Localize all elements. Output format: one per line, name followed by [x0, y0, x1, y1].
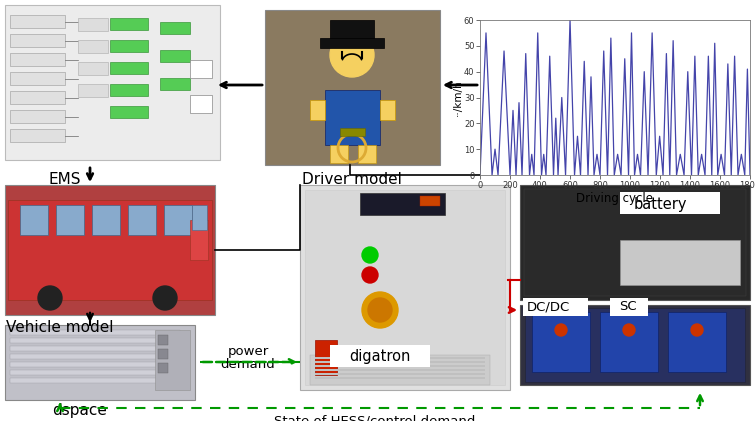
Circle shape: [368, 298, 392, 322]
Bar: [315, 361, 485, 363]
Bar: [310, 100, 325, 120]
Bar: [110, 18, 148, 30]
Bar: [78, 84, 108, 97]
Bar: [620, 240, 740, 285]
Bar: [10, 354, 180, 359]
Bar: [315, 369, 485, 371]
Circle shape: [623, 324, 635, 336]
Bar: [315, 365, 485, 367]
X-axis label: Driving cycle: Driving cycle: [577, 192, 654, 205]
Circle shape: [555, 324, 567, 336]
Bar: [315, 340, 337, 375]
Circle shape: [362, 247, 378, 263]
Bar: [56, 205, 84, 235]
Bar: [10, 378, 180, 383]
Bar: [190, 95, 212, 113]
Bar: [380, 100, 395, 120]
Bar: [160, 78, 190, 90]
Text: DC/DC: DC/DC: [526, 301, 569, 314]
Circle shape: [691, 324, 703, 336]
Bar: [320, 38, 384, 48]
Bar: [110, 84, 148, 96]
Bar: [330, 345, 430, 367]
Bar: [5, 5, 220, 160]
Bar: [420, 196, 440, 206]
Bar: [668, 312, 726, 372]
Circle shape: [153, 286, 177, 310]
Text: battery: battery: [633, 197, 687, 211]
Text: dspace: dspace: [53, 403, 107, 418]
Bar: [190, 60, 212, 78]
Bar: [620, 192, 720, 214]
Text: digatron: digatron: [350, 349, 411, 365]
Circle shape: [362, 292, 398, 328]
Bar: [300, 185, 510, 390]
Bar: [10, 370, 180, 375]
Bar: [10, 362, 180, 367]
Bar: [158, 335, 168, 345]
Bar: [315, 377, 485, 379]
Bar: [325, 90, 380, 145]
Bar: [340, 128, 365, 136]
Bar: [10, 15, 65, 28]
Bar: [158, 363, 168, 373]
Bar: [10, 72, 65, 85]
Bar: [524, 189, 746, 296]
Bar: [78, 40, 108, 53]
Bar: [78, 62, 108, 75]
Circle shape: [38, 286, 62, 310]
Bar: [265, 10, 440, 165]
Bar: [78, 18, 108, 31]
Bar: [10, 346, 180, 351]
Bar: [10, 110, 65, 123]
Bar: [110, 106, 148, 118]
Bar: [610, 298, 648, 316]
Text: SC: SC: [619, 301, 636, 314]
Bar: [110, 62, 148, 74]
Bar: [10, 129, 65, 142]
Bar: [160, 22, 190, 34]
Bar: [600, 312, 658, 372]
Bar: [330, 145, 348, 163]
Bar: [525, 308, 745, 382]
Bar: [8, 200, 212, 300]
Circle shape: [362, 267, 378, 283]
Bar: [310, 355, 490, 385]
Text: power: power: [227, 345, 269, 358]
Bar: [20, 205, 48, 235]
Bar: [110, 40, 148, 52]
Text: Vehicle model: Vehicle model: [6, 320, 114, 335]
Y-axis label: ··/km/h: ··/km/h: [452, 79, 462, 116]
Bar: [10, 330, 180, 335]
Bar: [10, 34, 65, 47]
Bar: [10, 91, 65, 104]
Bar: [315, 373, 485, 375]
Text: State of HESS/control demand: State of HESS/control demand: [274, 415, 476, 421]
Bar: [155, 330, 190, 390]
Bar: [192, 205, 207, 230]
Circle shape: [330, 33, 374, 77]
Bar: [5, 185, 215, 315]
Bar: [128, 205, 156, 235]
Bar: [358, 145, 376, 163]
Bar: [520, 185, 750, 300]
Text: Driver model: Driver model: [302, 172, 402, 187]
Bar: [330, 20, 374, 42]
Bar: [158, 349, 168, 359]
Bar: [5, 325, 195, 400]
Bar: [10, 53, 65, 66]
Bar: [10, 338, 180, 343]
Text: demand: demand: [220, 358, 276, 371]
Bar: [520, 305, 750, 385]
Bar: [190, 220, 208, 260]
Bar: [305, 190, 505, 385]
Bar: [523, 298, 588, 316]
Bar: [164, 205, 192, 235]
Bar: [532, 312, 590, 372]
Text: EMS: EMS: [49, 172, 82, 187]
Bar: [315, 357, 485, 359]
Bar: [160, 50, 190, 62]
Bar: [92, 205, 120, 235]
Bar: [360, 193, 445, 215]
